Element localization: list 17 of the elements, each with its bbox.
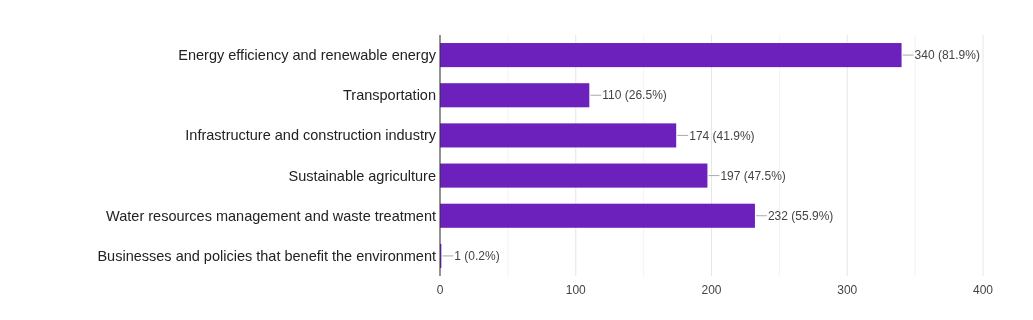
y-tick-label: Water resources management and waste treatment [106, 207, 436, 224]
x-tick-label: 0 [436, 283, 444, 297]
data-label: 110 (26.5%) [602, 88, 667, 103]
x-tick-label: 200 [701, 283, 722, 297]
y-tick-label: Infrastructure and construction industry [185, 127, 437, 144]
x-tick-label: 400 [972, 283, 994, 297]
y-tick-label: Sustainable agriculture [288, 167, 436, 184]
data-label: 340 (81.9%) [914, 48, 980, 63]
data-label: 1 (0.2%) [454, 249, 500, 264]
x-tick-label: 300 [837, 283, 858, 297]
data-label: 232 (55.9%) [767, 208, 834, 223]
y-tick-label: Transportation [343, 87, 436, 104]
y-tick-label: Businesses and policies that benefit the environment [97, 247, 436, 264]
x-tick-label: 100 [565, 283, 587, 297]
data-label: 197 (47.5%) [720, 168, 786, 183]
y-tick-label: Energy efficiency and renewable energy [178, 47, 437, 64]
data-label: 174 (41.9%) [689, 128, 755, 143]
